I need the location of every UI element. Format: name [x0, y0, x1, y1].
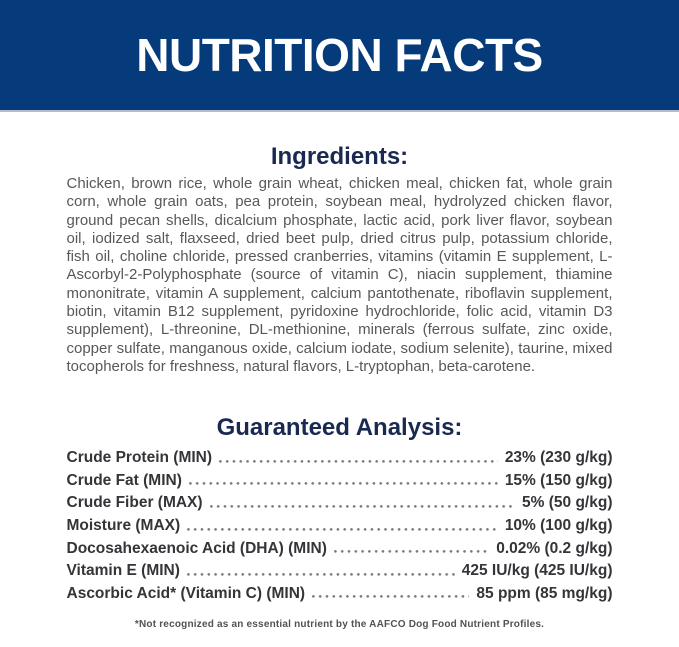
dotted-leader: [186, 571, 455, 576]
analysis-row-crude-fat: Crude Fat (MIN) 15% (150 g/kg): [67, 470, 613, 493]
dotted-leader: [209, 504, 516, 509]
analysis-row-label: Crude Protein (MIN): [66, 449, 213, 467]
dotted-leader: [187, 526, 498, 531]
analysis-row-ascorbic-acid: Ascorbic Acid* (Vitamin C) (MIN) 85 ppm …: [67, 583, 613, 606]
analysis-row-label: Docosahexaenoic Acid (DHA) (MIN): [66, 539, 327, 557]
analysis-row-crude-fiber: Crude Fiber (MAX) 5% (50 g/kg): [67, 492, 613, 515]
ingredients-heading: Ingredients:: [270, 143, 409, 170]
analysis-row-label: Crude Fiber (MAX): [66, 494, 203, 512]
analysis-row-value: 10% (100 g/kg): [504, 517, 613, 535]
page-title: NUTRITION FACTS: [136, 29, 543, 81]
analysis-row-value: 0.02% (0.2 g/kg): [496, 539, 613, 557]
analysis-row-label: Moisture (MAX): [66, 517, 181, 535]
ingredients-section: Ingredients: Chicken, brown rice, whole …: [0, 143, 679, 376]
dotted-leader: [312, 594, 470, 599]
analysis-row-crude-protein: Crude Protein (MIN) 23% (230 g/kg): [67, 447, 613, 470]
footnote: *Not recognized as an essential nutrient…: [134, 619, 545, 631]
ingredients-text: Chicken, brown rice, whole grain wheat, …: [66, 175, 613, 375]
header-banner: NUTRITION FACTS: [0, 0, 679, 112]
analysis-row-value: 5% (50 g/kg): [522, 494, 613, 512]
analysis-row-label: Crude Fat (MIN): [66, 471, 182, 489]
analysis-row-value: 85 ppm (85 mg/kg): [476, 584, 613, 602]
dotted-leader: [219, 458, 498, 463]
analysis-row-dha: Docosahexaenoic Acid (DHA) (MIN) 0.02% (…: [67, 538, 613, 561]
analysis-row-value: 23% (230 g/kg): [504, 449, 613, 467]
guaranteed-analysis-heading: Guaranteed Analysis:: [216, 414, 463, 442]
dotted-leader: [333, 549, 490, 554]
analysis-row-label: Ascorbic Acid* (Vitamin C) (MIN): [66, 584, 306, 602]
guaranteed-analysis-section: Guaranteed Analysis: Crude Protein (MIN)…: [0, 414, 679, 605]
analysis-row-vitamin-e: Vitamin E (MIN) 425 IU/kg (425 IU/kg): [67, 560, 613, 583]
label-footer: *Not recognized as an essential nutrient…: [0, 619, 679, 630]
analysis-row-value: 15% (150 g/kg): [504, 471, 613, 489]
analysis-row-label: Vitamin E (MIN): [66, 562, 180, 580]
dotted-leader: [188, 481, 498, 486]
analysis-row-moisture: Moisture (MAX) 10% (100 g/kg): [67, 515, 613, 538]
analysis-row-value: 425 IU/kg (425 IU/kg): [461, 562, 613, 580]
guaranteed-analysis-table: Crude Protein (MIN) 23% (230 g/kg) Crude…: [67, 447, 613, 605]
